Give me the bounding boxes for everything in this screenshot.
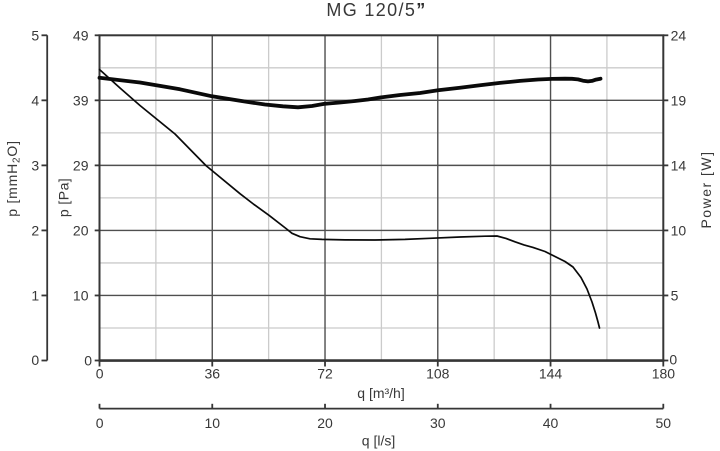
svg-text:40: 40 xyxy=(543,415,559,431)
svg-text:4: 4 xyxy=(31,93,39,109)
svg-text:14: 14 xyxy=(671,158,687,174)
svg-text:0: 0 xyxy=(96,366,104,382)
svg-text:2: 2 xyxy=(31,223,39,239)
svg-text:10: 10 xyxy=(671,223,687,239)
svg-text:108: 108 xyxy=(426,366,450,382)
svg-text:29: 29 xyxy=(73,158,89,174)
svg-text:39: 39 xyxy=(73,93,89,109)
svg-text:q [l/s]: q [l/s] xyxy=(362,432,395,448)
svg-text:24: 24 xyxy=(671,27,687,43)
svg-text:p [Pa]: p [Pa] xyxy=(55,178,71,217)
svg-text:10: 10 xyxy=(204,415,220,431)
svg-text:Power [W]: Power [W] xyxy=(698,150,714,228)
svg-text:144: 144 xyxy=(539,366,563,382)
svg-text:49: 49 xyxy=(73,27,89,43)
svg-text:50: 50 xyxy=(656,415,672,431)
svg-text:36: 36 xyxy=(204,366,220,382)
svg-text:0: 0 xyxy=(31,352,39,368)
svg-text:20: 20 xyxy=(317,415,333,431)
svg-text:q [m³/h]: q [m³/h] xyxy=(357,385,404,401)
svg-text:1: 1 xyxy=(31,288,39,304)
svg-text:3: 3 xyxy=(31,158,39,174)
svg-text:20: 20 xyxy=(73,223,89,239)
svg-text:0: 0 xyxy=(84,352,92,368)
svg-text:180: 180 xyxy=(652,366,676,382)
svg-text:10: 10 xyxy=(73,288,89,304)
svg-text:30: 30 xyxy=(430,415,446,431)
svg-text:72: 72 xyxy=(317,366,333,382)
svg-text:0: 0 xyxy=(669,352,677,368)
svg-text:p [mmH2O]: p [mmH2O] xyxy=(4,140,23,217)
svg-text:MG 120/5”: MG 120/5” xyxy=(326,0,426,20)
svg-text:5: 5 xyxy=(31,27,39,43)
svg-text:19: 19 xyxy=(671,93,687,109)
svg-text:0: 0 xyxy=(96,415,104,431)
svg-text:5: 5 xyxy=(671,288,679,304)
